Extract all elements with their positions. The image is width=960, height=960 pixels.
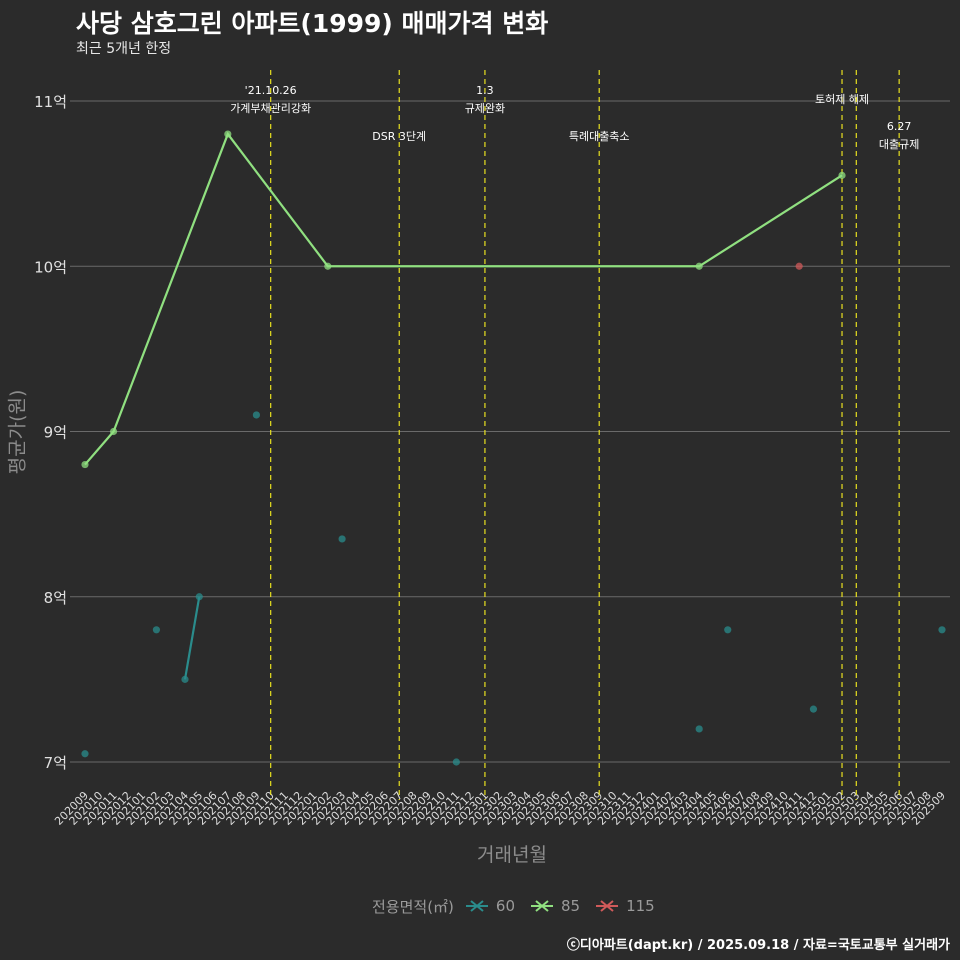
x-axis-label: 거래년월 [477, 844, 547, 866]
y-tick-label: 8억 [44, 589, 67, 607]
data-point-60 [181, 675, 189, 683]
source-caption: ⓒ디아파트(dapt.kr) / 2025.09.18 / 자료=국토교통부 실… [566, 938, 950, 953]
policy-annotation: 1.3 [476, 84, 494, 97]
data-point-60 [338, 535, 346, 543]
series-line-60 [183, 596, 201, 680]
policy-annotation: 6.27 [887, 120, 912, 133]
series-line-85 [84, 131, 843, 466]
chart-title: 사당 삼호그린 아파트(1999) 매매가격 변화 [76, 9, 549, 38]
policy-annotation: 가계부채관리강화 [230, 102, 311, 115]
data-point-85 [81, 460, 89, 469]
legend-title: 전용면적(㎡) [372, 897, 454, 916]
legend-label-85: 85 [561, 897, 581, 915]
legend-label-115: 115 [626, 897, 655, 915]
legend-key-85-icon [531, 900, 553, 912]
legend: 전용면적(㎡) 60 85 115 [372, 896, 669, 916]
chart-subtitle: 최근 5개년 한정 [76, 41, 172, 57]
data-point-60 [724, 626, 732, 634]
legend-label-60: 60 [495, 897, 515, 915]
data-point-85 [109, 427, 118, 436]
data-point-60 [195, 593, 203, 601]
data-point-60 [452, 758, 460, 766]
policy-annotation: 규제완화 [465, 102, 505, 115]
legend-key-115-icon [596, 900, 619, 912]
data-point-115 [795, 262, 803, 270]
data-point-85 [224, 130, 232, 138]
data-point-60 [938, 626, 946, 634]
policy-annotation: 토허제 해제 [815, 92, 869, 106]
data-point-60 [152, 626, 161, 634]
policy-annotation: 특례대출축소 [569, 130, 630, 143]
y-tick-label: 7억 [44, 754, 67, 772]
data-point-85 [838, 171, 846, 179]
policy-annotation: DSR 3단계 [372, 130, 426, 143]
data-point-85 [324, 262, 332, 270]
legend-item-60[interactable]: 60 [464, 897, 515, 915]
y-tick-label: 9억 [44, 424, 67, 442]
data-point-60 [252, 411, 260, 419]
legend-item-115[interactable]: 115 [594, 897, 655, 915]
y-tick-label: 10억 [34, 258, 67, 276]
y-tick-label: 11억 [34, 93, 67, 111]
data-point-60 [809, 705, 818, 713]
legend-item-85[interactable]: 85 [529, 897, 580, 915]
data-point-60 [695, 725, 703, 733]
policy-annotation: '21.10.26 [245, 84, 297, 97]
data-point-85 [695, 262, 703, 270]
policy-annotation: 대출규제 [879, 138, 919, 151]
data-point-60 [81, 750, 89, 758]
legend-key-60-icon [465, 900, 488, 912]
